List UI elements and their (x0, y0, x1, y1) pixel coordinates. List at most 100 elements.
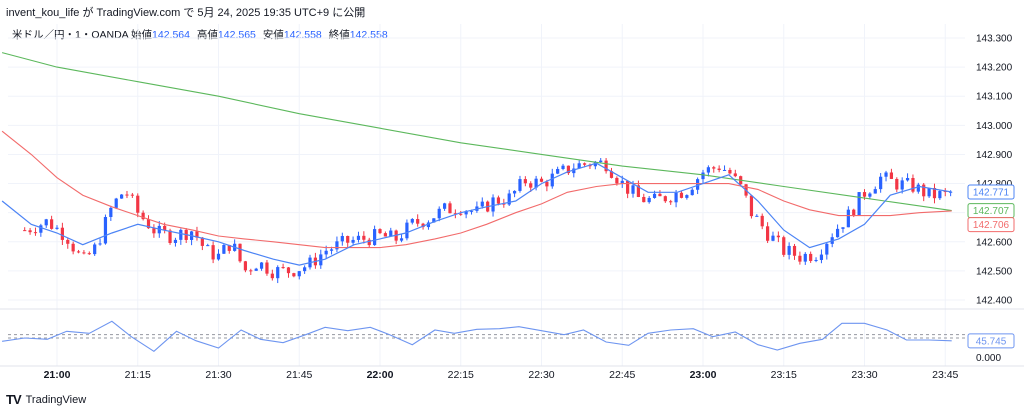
candle-body (550, 173, 554, 187)
candle-body (577, 163, 581, 169)
time-tick-label: 21:15 (125, 369, 151, 381)
candle-body (410, 219, 414, 223)
candle-body (582, 163, 587, 165)
candle-body (227, 244, 231, 251)
time-tick-label: 21:00 (44, 369, 71, 381)
candle-body (572, 168, 576, 174)
candle-body (868, 193, 872, 197)
candle-body (416, 219, 420, 224)
candle-body (760, 215, 764, 227)
candle-body (609, 171, 614, 178)
candle-body (93, 244, 97, 255)
candle-body (206, 245, 210, 247)
candle-body (927, 187, 931, 197)
candle-body (835, 228, 840, 238)
time-tick-label: 22:15 (448, 369, 474, 381)
candle-body (722, 169, 727, 171)
candle-body (545, 181, 549, 187)
candle-body (146, 219, 151, 229)
candle-body (717, 168, 721, 171)
candle-body (82, 252, 86, 254)
candle-body (787, 245, 791, 255)
candle-body (642, 196, 646, 203)
candle-body (862, 192, 867, 197)
candle-body (841, 227, 845, 229)
candle-body (281, 267, 285, 269)
candle-body (453, 213, 457, 215)
candle-body (130, 194, 134, 196)
candle-body (615, 177, 619, 184)
candle-body (512, 190, 517, 194)
candle-body (421, 223, 425, 228)
candle-body (437, 208, 441, 219)
candle-body (28, 230, 32, 233)
candle-body (163, 225, 167, 231)
candle-body (109, 207, 113, 217)
candle-body (911, 178, 915, 192)
moving-averages (1, 52, 952, 266)
candle-body (922, 184, 926, 197)
candle-body (173, 239, 178, 243)
candle-body (249, 270, 253, 272)
candle-body (879, 176, 883, 190)
candle-body (367, 239, 371, 246)
candle-body (76, 251, 81, 253)
candle-body (60, 227, 64, 240)
candle-body (389, 230, 393, 237)
candle-body (303, 267, 307, 272)
candle-body (593, 162, 597, 167)
candle-body (534, 178, 538, 188)
candle-body (825, 243, 829, 255)
candle-body (464, 211, 468, 215)
candle-body (297, 271, 301, 277)
oscillator-line (2, 320, 952, 352)
candle-body (814, 259, 818, 261)
candle-body (556, 168, 560, 174)
candle-body (900, 180, 904, 190)
candle-body (706, 167, 710, 173)
price-tick-label: 142.500 (976, 266, 1013, 277)
candle-body (701, 172, 705, 180)
candle-body (211, 245, 215, 260)
candle-body (647, 197, 651, 203)
candle-body (679, 192, 684, 198)
time-tick-label: 21:45 (286, 369, 312, 381)
candle-body (755, 215, 759, 217)
candle-body (324, 250, 328, 255)
ma-fast-line (1, 162, 952, 266)
candle-body (120, 194, 124, 199)
time-axis[interactable]: 21:00 21:15 21:30 21:45 22:00 22:15 22:30 22:45… (44, 369, 959, 381)
price-tick-label: 143.100 (976, 92, 1013, 103)
candle-body (346, 236, 350, 243)
candle-body (259, 262, 264, 269)
candle-body (399, 238, 404, 241)
candle-body (238, 243, 242, 262)
price-chart[interactable]: 143.300143.200143.100143.000142.900142.8… (0, 0, 1024, 392)
candle-body (292, 273, 296, 277)
candle-body (44, 219, 48, 226)
candle-body (566, 165, 571, 174)
candle-body (712, 167, 716, 169)
candle-body (620, 180, 624, 184)
candle-body (329, 249, 334, 251)
candle-body (523, 179, 527, 184)
grid-lines (8, 24, 965, 366)
candle-body (561, 165, 565, 169)
candle-body (803, 253, 807, 262)
candle-body (819, 254, 824, 260)
candle-body (383, 233, 387, 237)
candle-body (663, 196, 667, 202)
price-tag-box (967, 217, 1015, 233)
candle-body (916, 184, 920, 192)
candle-body (631, 185, 635, 194)
candle-body (604, 160, 608, 172)
candle-body (286, 267, 291, 274)
candle-body (626, 180, 630, 194)
ma-mid-line (1, 130, 952, 249)
panel-separator (0, 308, 1024, 367)
candle-body (443, 203, 447, 209)
candle-body (809, 253, 813, 261)
candle-body (792, 245, 797, 256)
price-tick-label: 142.900 (976, 150, 1013, 161)
candle-body (539, 178, 544, 182)
